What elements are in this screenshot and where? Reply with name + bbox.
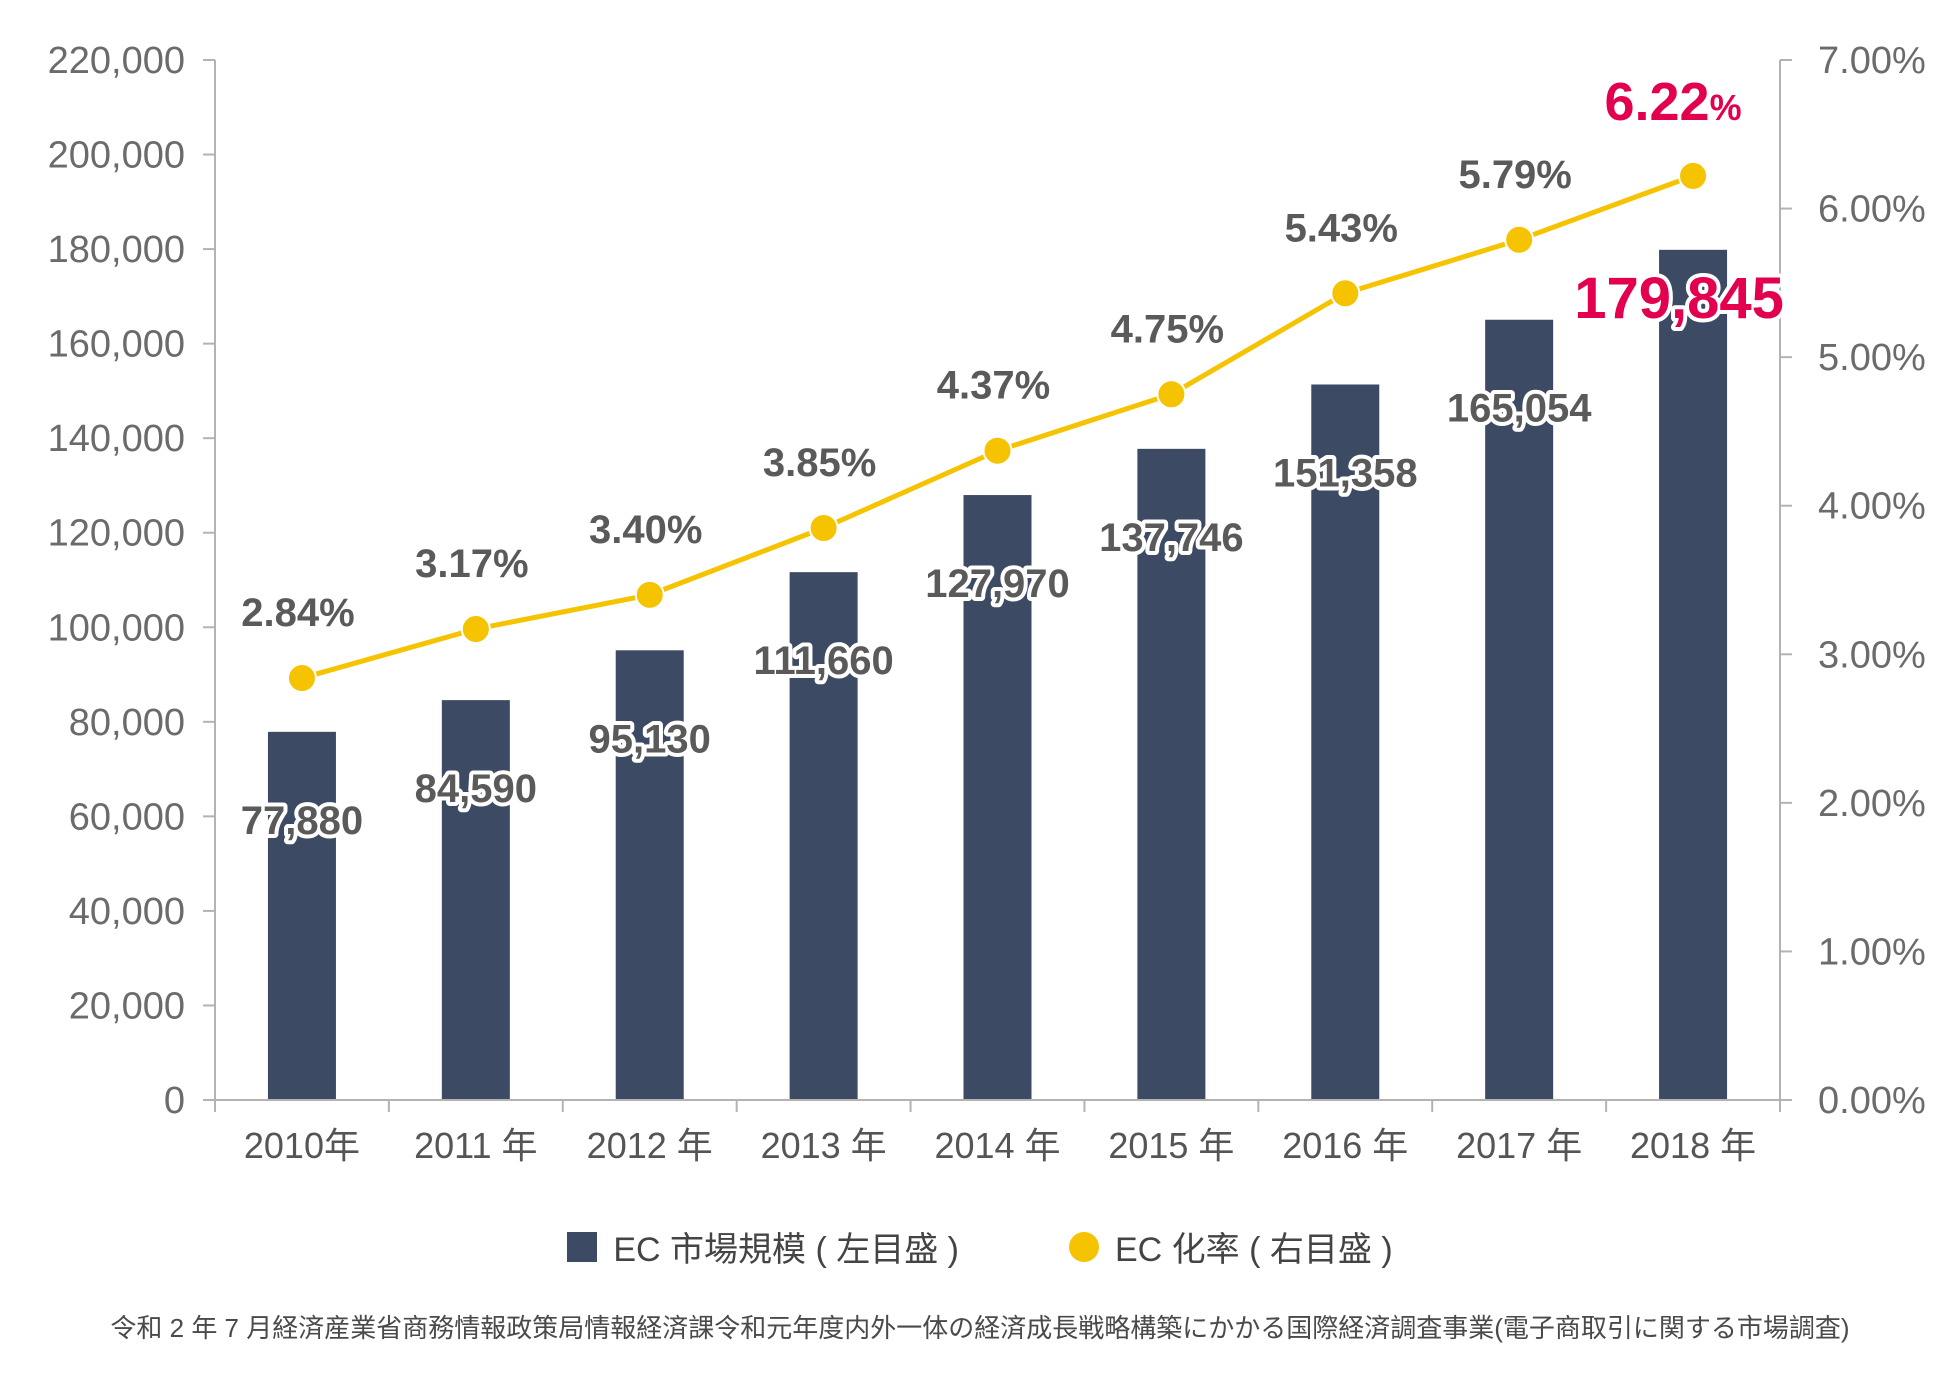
bar-value-label: 179,845	[1574, 266, 1784, 331]
ec-rate-point	[634, 579, 665, 610]
bar-value-label: 84,590	[415, 767, 537, 811]
bar	[789, 572, 858, 1100]
ec-market-chart: 0 20,000 40,000 60,000 80,000 100,000 120,000 1…	[48, 40, 1926, 1166]
x-tick-label: 2017 年	[1456, 1125, 1582, 1166]
right-tick-label: 0.00%	[1818, 1080, 1926, 1122]
ec-rate-label: 3.85%	[763, 441, 876, 485]
right-tick-label: 1.00%	[1818, 931, 1926, 973]
right-tick-label: 4.00%	[1818, 486, 1926, 528]
bar	[1659, 249, 1728, 1101]
data-labels: 77,880 84,590 95,130 111,660 127,970 137,746 1…	[237, 72, 1788, 847]
legend-label-market-size: EC 市場規模 ( 左目盛 )	[613, 1231, 959, 1269]
ec-rate-label: 4.37%	[937, 364, 1050, 408]
ec-rate-label-suffix: %	[1710, 87, 1742, 128]
ec-rate-point	[1330, 278, 1361, 309]
left-tick-label: 60,000	[69, 796, 185, 838]
ec-rate-point	[1156, 379, 1187, 410]
ec-rate-label: 5.43%	[1285, 206, 1398, 250]
ec-rate-point	[286, 663, 317, 694]
ec-rate-label: 5.79%	[1458, 153, 1571, 197]
right-axis: 0.00% 1.00% 2.00% 3.00% 4.00% 5.00% 6.00% 7.00%	[1779, 40, 1926, 1122]
legend-label-ec-rate: EC 化率 ( 右目盛 )	[1115, 1231, 1393, 1269]
left-tick-label: 80,000	[69, 702, 185, 744]
left-tick-label: 100,000	[48, 607, 185, 649]
left-tick-label: 40,000	[69, 891, 185, 933]
x-tick-label: 2011 年	[414, 1125, 537, 1166]
legend: EC 市場規模 ( 左目盛 ) EC 化率 ( 右目盛 )	[0, 1222, 1960, 1271]
line-series	[286, 160, 1709, 694]
ec-rate-label: 3.40%	[589, 508, 702, 552]
legend-bar-swatch-icon	[567, 1231, 598, 1262]
bar-value-label: 111,660	[754, 639, 894, 683]
ec-rate-label: 3.17%	[415, 542, 528, 586]
left-tick-label: 160,000	[48, 324, 185, 366]
bar-value-label: 137,746	[1099, 516, 1244, 560]
bar	[963, 495, 1032, 1100]
ec-rate-point	[808, 513, 839, 543]
ec-rate-label: 6.22%	[1604, 72, 1741, 132]
bar-series	[267, 249, 1728, 1101]
left-tick-label: 200,000	[48, 135, 185, 177]
x-tick-label: 2018 年	[1630, 1125, 1756, 1166]
left-axis: 0 20,000 40,000 60,000 80,000 100,000 120,000 1…	[48, 40, 216, 1122]
ec-rate-point	[460, 614, 491, 645]
right-tick-label: 5.00%	[1818, 337, 1926, 379]
right-tick-label: 6.00%	[1818, 189, 1926, 231]
bar-value-label: 165,054	[1447, 387, 1592, 431]
left-tick-label: 0	[164, 1080, 185, 1122]
left-tick-label: 220,000	[48, 40, 185, 82]
bar	[1311, 384, 1380, 1100]
bar	[1137, 448, 1206, 1100]
bar	[1485, 319, 1554, 1100]
right-tick-label: 7.00%	[1818, 40, 1926, 82]
bar-value-label: 77,880	[241, 799, 363, 843]
ec-rate-point	[1504, 224, 1535, 255]
source-note: 令和 2 年 7 月経済産業省商務情報政策局情報経済課令和元年度内外一体の経済成…	[110, 1313, 1850, 1343]
ec-rate-point	[982, 435, 1013, 466]
left-tick-label: 120,000	[48, 513, 185, 555]
x-tick-label: 2010年	[244, 1125, 360, 1166]
legend-item-ec-rate: EC 化率 ( 右目盛 )	[1069, 1222, 1393, 1271]
left-tick-label: 140,000	[48, 418, 185, 460]
right-tick-label: 3.00%	[1818, 634, 1926, 676]
bar-value-label: 127,970	[925, 562, 1070, 606]
ec-rate-label: 2.84%	[241, 591, 354, 635]
legend-item-market-size: EC 市場規模 ( 左目盛 )	[567, 1222, 959, 1271]
bar	[615, 650, 684, 1100]
right-tick-label: 2.00%	[1818, 783, 1926, 825]
x-tick-label: 2013 年	[761, 1125, 887, 1166]
bar-value-label: 151,358	[1273, 451, 1418, 495]
ec-rate-point	[1678, 160, 1709, 191]
bar-value-label: 95,130	[589, 717, 711, 761]
left-tick-label: 20,000	[69, 985, 185, 1027]
x-tick-label: 2016 年	[1282, 1125, 1408, 1166]
bar	[267, 731, 336, 1100]
x-tick-label: 2012 年	[587, 1125, 713, 1166]
x-axis: 2010年 2011 年 2012 年 2013 年 2014 年 2015 年 2016 …	[214, 1099, 1781, 1166]
bar	[441, 700, 510, 1100]
legend-dot-swatch-icon	[1069, 1231, 1099, 1262]
left-tick-label: 180,000	[48, 229, 185, 271]
x-tick-label: 2015 年	[1108, 1125, 1234, 1166]
x-tick-label: 2014 年	[934, 1125, 1060, 1166]
ec-rate-label: 4.75%	[1111, 307, 1224, 351]
